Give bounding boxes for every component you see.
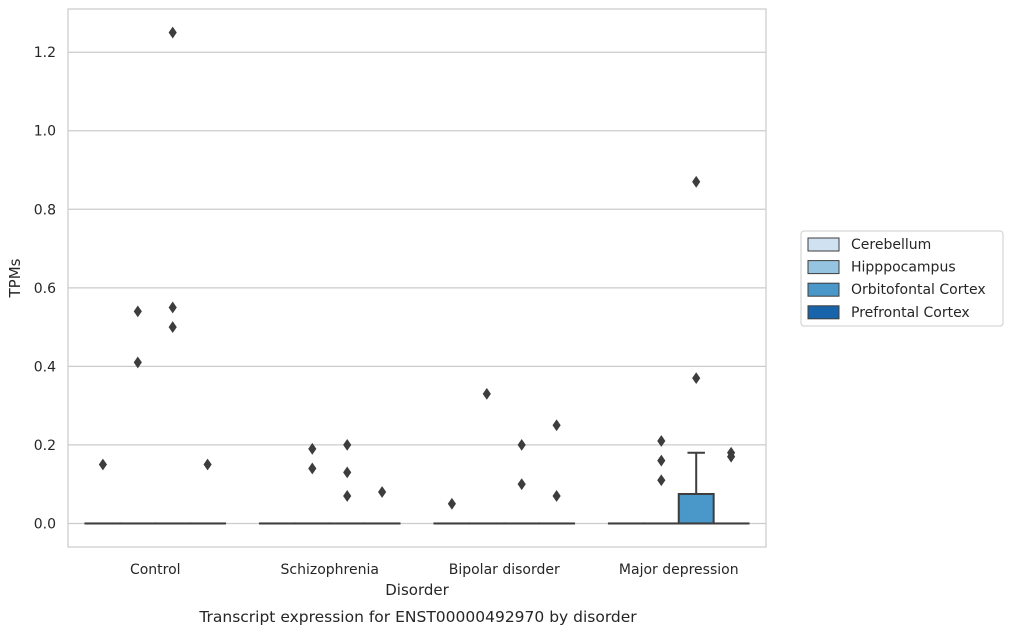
y-tick-label: 0.4 <box>34 359 56 375</box>
outlier-point <box>448 499 455 509</box>
y-tick-label: 0.8 <box>34 202 56 218</box>
outlier-point <box>693 177 700 187</box>
y-axis-title: TPMs <box>6 258 24 298</box>
legend-label: Hipppocampus <box>851 260 956 276</box>
legend-label: Prefrontal Cortex <box>851 305 970 321</box>
y-tick-label: 1.0 <box>34 124 56 140</box>
legend-item: Cerebellum <box>808 237 931 253</box>
x-tick-labels: Control Schizophrenia Bipolar disorder Majo… <box>130 562 739 578</box>
grid-lines <box>68 52 766 523</box>
outlier-point <box>658 475 665 485</box>
box-plot-layer <box>85 453 748 524</box>
outlier-point <box>204 459 211 469</box>
outlier-point <box>518 440 525 450</box>
outlier-point <box>553 420 560 430</box>
outlier-point <box>169 302 176 312</box>
y-tick-label: 0.2 <box>34 438 56 454</box>
x-tick-label: Schizophrenia <box>281 562 379 578</box>
outlier-point <box>134 306 141 316</box>
x-tick-label: Major depression <box>619 562 739 578</box>
outlier-point <box>483 389 490 399</box>
legend-label: Orbitofontal Cortex <box>851 282 986 298</box>
legend-swatch <box>808 261 839 274</box>
y-tick-label: 0.6 <box>34 281 56 297</box>
outlier-point <box>99 459 106 469</box>
outlier-point <box>309 463 316 473</box>
legend-swatch <box>808 306 839 319</box>
outlier-point <box>344 440 351 450</box>
y-tick-label: 0.0 <box>34 516 56 532</box>
outlier-point <box>518 479 525 489</box>
x-axis-title: Disorder <box>385 581 449 599</box>
box-body <box>679 494 714 523</box>
y-tick-label: 1.2 <box>34 45 56 61</box>
outlier-point <box>169 27 176 37</box>
outlier-point <box>658 455 665 465</box>
box-orbitofontal-cortex <box>679 453 714 524</box>
outlier-layer <box>99 27 734 509</box>
outlier-point <box>553 491 560 501</box>
legend-label: Cerebellum <box>851 237 931 253</box>
outlier-point <box>169 322 176 332</box>
legend-item: Hipppocampus <box>808 260 956 276</box>
legend: Cerebellum Hipppocampus Orbitofontal Corte… <box>801 231 1003 326</box>
legend-swatch <box>808 238 839 251</box>
x-tick-label: Bipolar disorder <box>449 562 560 578</box>
x-tick-label: Control <box>130 562 181 578</box>
outlier-point <box>344 467 351 477</box>
outlier-point <box>344 491 351 501</box>
figure-caption: Transcript expression for ENST0000049297… <box>198 608 637 626</box>
legend-item: Prefrontal Cortex <box>808 305 970 321</box>
legend-item: Orbitofontal Cortex <box>808 282 986 298</box>
legend-swatch <box>808 283 839 296</box>
y-tick-labels: 0.0 0.2 0.4 0.6 0.8 1.0 1.2 <box>34 45 56 532</box>
outlier-point <box>693 373 700 383</box>
outlier-point <box>379 487 386 497</box>
